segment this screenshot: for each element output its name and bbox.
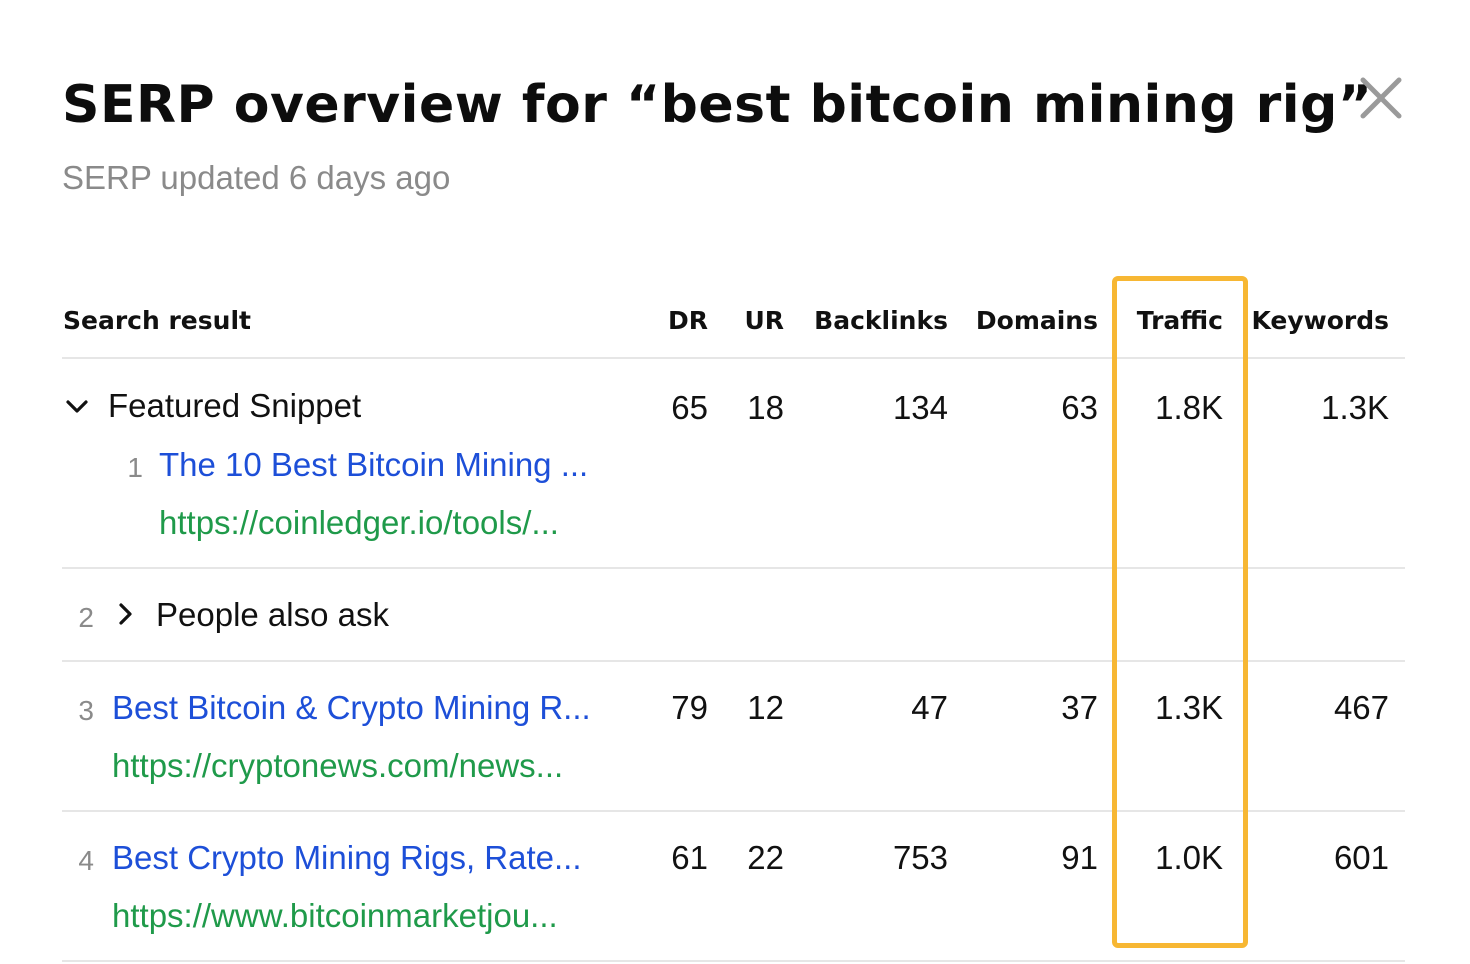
chevron-down-icon[interactable]	[64, 396, 90, 418]
result-rank: 1	[127, 452, 143, 483]
people-also-ask-label[interactable]: People also ask	[156, 596, 389, 633]
backlinks-value[interactable]: 134	[892, 389, 948, 426]
keywords-value[interactable]: 467	[1333, 689, 1389, 726]
result-title-link[interactable]: Best Crypto Mining Rigs, Rate...	[112, 839, 582, 876]
divider	[62, 357, 1405, 359]
dr-value: 65	[671, 389, 708, 426]
result-url-link[interactable]: https://www.bitcoinmarketjou...	[112, 897, 558, 934]
traffic-value: 1.3K	[1155, 689, 1223, 726]
traffic-value: 1.8K	[1155, 389, 1223, 426]
domains-value[interactable]: 63	[1061, 389, 1098, 426]
ur-value: 12	[747, 689, 784, 726]
column-header-search-result[interactable]: Search result	[63, 306, 251, 335]
keywords-value[interactable]: 1.3K	[1321, 389, 1389, 426]
featured-snippet-label[interactable]: Featured Snippet	[108, 387, 362, 424]
divider	[62, 567, 1405, 569]
close-icon[interactable]	[1357, 74, 1405, 122]
column-header-keywords[interactable]: Keywords	[1251, 306, 1389, 335]
column-header-traffic[interactable]: Traffic	[1136, 306, 1223, 335]
domains-value[interactable]: 91	[1061, 839, 1098, 876]
result-url-link[interactable]: https://coinledger.io/tools/...	[159, 504, 559, 541]
column-header-ur[interactable]: UR	[744, 306, 784, 335]
dialog-title: SERP overview for “best bitcoin mining r…	[62, 75, 1373, 135]
dr-value: 61	[671, 839, 708, 876]
result-title-link[interactable]: The 10 Best Bitcoin Mining ...	[159, 446, 589, 483]
result-rank: 4	[78, 845, 94, 876]
dr-value: 79	[671, 689, 708, 726]
backlinks-value[interactable]: 47	[911, 689, 948, 726]
result-url-link[interactable]: https://cryptonews.com/news...	[112, 747, 564, 784]
divider	[62, 960, 1405, 962]
traffic-value: 1.0K	[1155, 839, 1223, 876]
divider	[62, 810, 1405, 812]
column-header-backlinks[interactable]: Backlinks	[814, 306, 948, 335]
traffic-column-highlight	[1112, 276, 1248, 948]
serp-updated-text: SERP updated 6 days ago	[62, 159, 451, 196]
ur-value: 18	[747, 389, 784, 426]
backlinks-value[interactable]: 753	[892, 839, 948, 876]
column-header-domains[interactable]: Domains	[975, 306, 1098, 335]
ur-value: 22	[747, 839, 784, 876]
chevron-right-icon[interactable]	[114, 601, 136, 627]
result-rank: 3	[78, 695, 94, 726]
result-rank: 2	[78, 602, 94, 633]
domains-value[interactable]: 37	[1061, 689, 1098, 726]
keywords-value[interactable]: 601	[1333, 839, 1389, 876]
column-header-dr[interactable]: DR	[667, 306, 708, 335]
result-title-link[interactable]: Best Bitcoin & Crypto Mining R...	[112, 689, 591, 726]
divider	[62, 660, 1405, 662]
